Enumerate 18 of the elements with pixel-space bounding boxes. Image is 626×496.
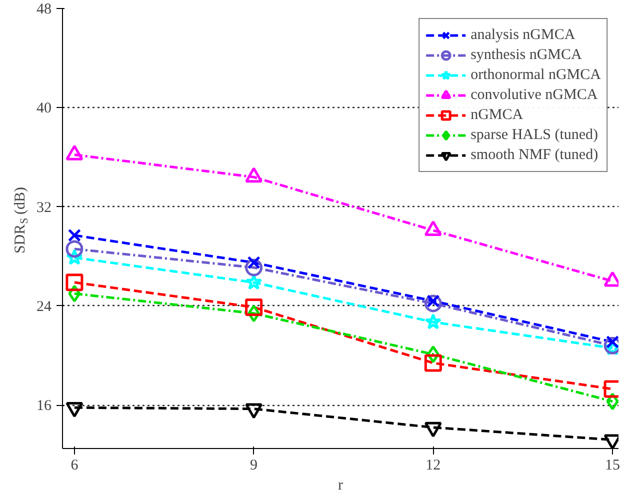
x-tick-label: 6 [70, 458, 79, 474]
x-axis-title: r [338, 478, 343, 494]
x-tick-label: 12 [426, 458, 441, 474]
legend-label: orthonormal nGMCA [470, 66, 601, 84]
x-tick-label: 15 [605, 458, 620, 474]
y-tick-label: 40 [36, 100, 52, 117]
y-tick-label: 16 [36, 398, 52, 414]
x-tick-label: 9 [250, 458, 258, 474]
y-tick-label: 24 [36, 298, 52, 315]
y-tick-label: 48 [36, 2, 52, 18]
legend-label: sparse HALS (tuned) [470, 126, 598, 144]
legend-label: convolutive nGMCA [470, 86, 598, 104]
y-tick-label: 32 [36, 200, 52, 216]
legend-label: analysis nGMCA [470, 26, 576, 44]
legend-label: synthesis nGMCA [470, 46, 582, 64]
y-axis-title: SDRS (dB) [12, 187, 30, 254]
legend-label: smooth NMF (tuned) [470, 146, 598, 164]
legend-label: nGMCA [470, 106, 524, 124]
